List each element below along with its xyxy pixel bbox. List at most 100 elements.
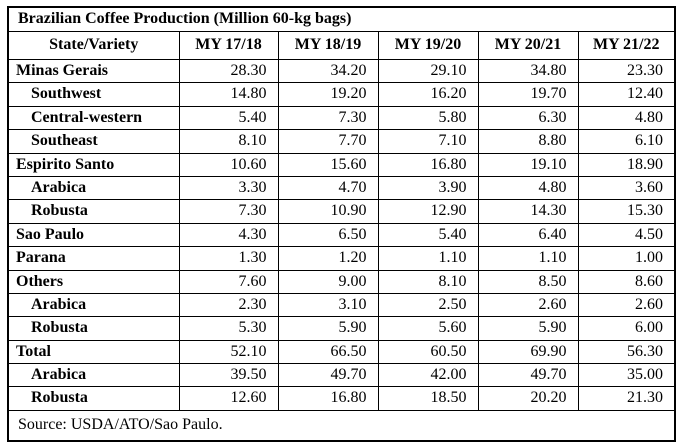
value-cell: 15.30 <box>577 199 676 224</box>
row-label: Minas Gerais <box>7 58 180 84</box>
table-source: Source: USDA/ATO/Sao Paulo. <box>7 409 676 442</box>
value-cell: 60.50 <box>377 339 479 365</box>
value-cell: 4.70 <box>277 175 379 201</box>
value-cell: 5.30 <box>178 316 279 341</box>
row-label: Robusta <box>7 316 180 341</box>
table-row: Espirito Santo 10.60 15.60 16.80 19.10 18.90 <box>7 152 676 177</box>
row-label: Southeast <box>7 129 180 154</box>
value-cell: 18.50 <box>377 386 479 411</box>
value-cell: 5.90 <box>277 316 379 341</box>
value-cell: 23.30 <box>577 58 676 84</box>
table-row: Sao Paulo 4.30 6.50 5.40 6.40 4.50 <box>7 222 676 248</box>
value-cell: 4.30 <box>178 222 279 248</box>
value-cell: 7.10 <box>377 129 479 154</box>
value-cell: 2.60 <box>577 292 676 318</box>
row-label: Others <box>7 269 180 294</box>
row-label: Arabica <box>7 175 180 201</box>
table-row: Robusta 7.30 10.90 12.90 14.30 15.30 <box>7 199 676 224</box>
value-cell: 8.50 <box>477 269 579 294</box>
value-cell: 3.60 <box>577 175 676 201</box>
value-cell: 10.60 <box>178 152 279 177</box>
value-cell: 66.50 <box>277 339 379 365</box>
value-cell: 8.60 <box>577 269 676 294</box>
row-label: Sao Paulo <box>7 222 180 248</box>
row-label: Robusta <box>7 386 180 411</box>
table-row: Robusta 12.60 16.80 18.50 20.20 21.30 <box>7 386 676 411</box>
table-row: Total 52.10 66.50 60.50 69.90 56.30 <box>7 339 676 365</box>
row-label: Parana <box>7 246 180 271</box>
value-cell: 6.00 <box>577 316 676 341</box>
value-cell: 52.10 <box>178 339 279 365</box>
value-cell: 6.10 <box>577 129 676 154</box>
table-row: Minas Gerais 28.30 34.20 29.10 34.80 23.30 <box>7 58 676 84</box>
value-cell: 2.30 <box>178 292 279 318</box>
value-cell: 5.40 <box>377 222 479 248</box>
value-cell: 35.00 <box>577 363 676 388</box>
table-row: Southeast 8.10 7.70 7.10 8.80 6.10 <box>7 129 676 154</box>
value-cell: 8.10 <box>178 129 279 154</box>
value-cell: 19.70 <box>477 82 579 107</box>
value-cell: 56.30 <box>577 339 676 365</box>
value-cell: 34.20 <box>277 58 379 84</box>
value-cell: 19.20 <box>277 82 379 107</box>
value-cell: 49.70 <box>277 363 379 388</box>
value-cell: 1.00 <box>577 246 676 271</box>
column-header: MY 17/18 <box>178 31 279 60</box>
table-header-row: State/Variety MY 17/18 MY 18/19 MY 19/20 MY … <box>7 31 676 60</box>
table-row: Arabica 2.30 3.10 2.50 2.60 2.60 <box>7 292 676 318</box>
value-cell: 29.10 <box>377 58 479 84</box>
value-cell: 49.70 <box>477 363 579 388</box>
row-label: Southwest <box>7 82 180 107</box>
value-cell: 6.50 <box>277 222 379 248</box>
value-cell: 10.90 <box>277 199 379 224</box>
row-label: Arabica <box>7 363 180 388</box>
value-cell: 12.90 <box>377 199 479 224</box>
value-cell: 14.80 <box>178 82 279 107</box>
table-title: Brazilian Coffee Production (Million 60-… <box>7 6 676 32</box>
table-source-row: Source: USDA/ATO/Sao Paulo. <box>7 409 676 442</box>
value-cell: 7.30 <box>277 105 379 131</box>
value-cell: 15.60 <box>277 152 379 177</box>
value-cell: 16.20 <box>377 82 479 107</box>
row-label: Robusta <box>7 199 180 224</box>
value-cell: 3.90 <box>377 175 479 201</box>
value-cell: 1.10 <box>377 246 479 271</box>
value-cell: 42.00 <box>377 363 479 388</box>
row-label: Arabica <box>7 292 180 318</box>
value-cell: 2.60 <box>477 292 579 318</box>
value-cell: 6.30 <box>477 105 579 131</box>
table-row: Central-western 5.40 7.30 5.80 6.30 4.80 <box>7 105 676 131</box>
value-cell: 28.30 <box>178 58 279 84</box>
value-cell: 5.90 <box>477 316 579 341</box>
value-cell: 5.80 <box>377 105 479 131</box>
value-cell: 14.30 <box>477 199 579 224</box>
column-header: MY 19/20 <box>377 31 479 60</box>
table-row: Arabica 39.50 49.70 42.00 49.70 35.00 <box>7 363 676 388</box>
table-row: Southwest 14.80 19.20 16.20 19.70 12.40 <box>7 82 676 107</box>
table-row: Parana 1.30 1.20 1.10 1.10 1.00 <box>7 246 676 271</box>
value-cell: 19.10 <box>477 152 579 177</box>
value-cell: 4.80 <box>577 105 676 131</box>
row-label: Total <box>7 339 180 365</box>
value-cell: 1.30 <box>178 246 279 271</box>
value-cell: 2.50 <box>377 292 479 318</box>
value-cell: 1.10 <box>477 246 579 271</box>
value-cell: 4.50 <box>577 222 676 248</box>
row-label: Espirito Santo <box>7 152 180 177</box>
value-cell: 6.40 <box>477 222 579 248</box>
table-title-row: Brazilian Coffee Production (Million 60-… <box>7 6 676 32</box>
row-label: Central-western <box>7 105 180 131</box>
coffee-production-table: Brazilian Coffee Production (Million 60-… <box>7 6 676 442</box>
value-cell: 3.10 <box>277 292 379 318</box>
table-row: Arabica 3.30 4.70 3.90 4.80 3.60 <box>7 175 676 201</box>
value-cell: 69.90 <box>477 339 579 365</box>
value-cell: 34.80 <box>477 58 579 84</box>
value-cell: 20.20 <box>477 386 579 411</box>
value-cell: 12.60 <box>178 386 279 411</box>
value-cell: 5.40 <box>178 105 279 131</box>
value-cell: 9.00 <box>277 269 379 294</box>
column-header-state-variety: State/Variety <box>7 31 180 60</box>
value-cell: 5.60 <box>377 316 479 341</box>
column-header: MY 21/22 <box>577 31 676 60</box>
